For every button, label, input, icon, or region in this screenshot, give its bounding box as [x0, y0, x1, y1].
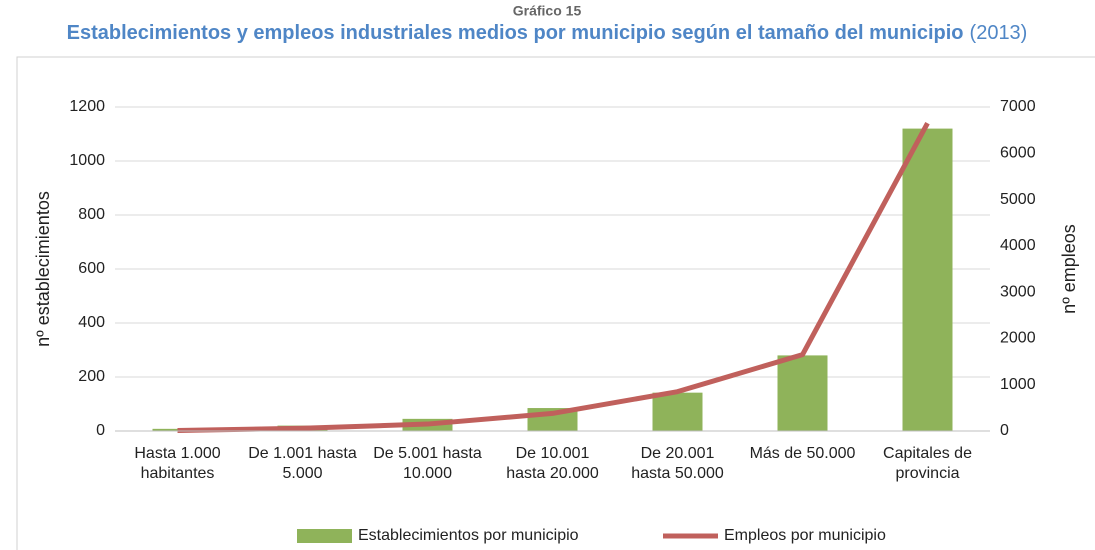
y2-tick-label: 1000 [1000, 376, 1036, 393]
legend-label: Establecimientos por municipio [358, 527, 579, 544]
y2-tick-label: 2000 [1000, 330, 1036, 347]
x-tick-label: De 10.001 hasta 20.000 [506, 445, 599, 482]
bar [902, 128, 953, 431]
x-tick-label: Más de 50.000 [749, 445, 856, 462]
y-tick-label: 1000 [69, 152, 105, 169]
y2-tick-label: 4000 [1000, 237, 1036, 254]
x-tick-label: Capitales de provincia [883, 445, 972, 482]
x-tick-label: De 1.001 hasta 5.000 [248, 445, 357, 482]
y-tick-label: 0 [96, 422, 105, 439]
bar [777, 355, 828, 431]
title-note: (2013) [970, 22, 1028, 44]
bar [652, 392, 703, 431]
y-tick-label: 400 [78, 314, 105, 331]
y2-tick-label: 5000 [1000, 191, 1036, 208]
chart-frame [16, 56, 1095, 550]
chart-title: Establecimientos y empleos industriales … [67, 22, 1028, 44]
title-main: Establecimientos y empleos industriales … [67, 22, 964, 44]
supertitle: Gráfico 15 [513, 3, 582, 19]
y-axis-label: nº establecimientos [33, 191, 53, 347]
y-tick-label: 800 [78, 206, 105, 223]
y-tick-label: 200 [78, 368, 105, 385]
y2-tick-label: 6000 [1000, 145, 1036, 162]
line [177, 122, 930, 434]
legend-label: Empleos por municipio [724, 527, 886, 544]
legend-swatch [297, 529, 352, 543]
y-tick-label: 1200 [69, 98, 105, 115]
y2-tick-label: 0 [1000, 422, 1009, 439]
y2-tick-label: 7000 [1000, 98, 1036, 115]
y2-axis-label: nº empleos [1059, 224, 1079, 314]
x-tick-label: De 20.001 hasta 50.000 [631, 445, 724, 482]
y-tick-label: 600 [78, 260, 105, 277]
x-tick-label: Hasta 1.000 habitantes [134, 445, 221, 482]
x-tick-label: De 5.001 hasta 10.000 [373, 445, 482, 482]
y2-tick-label: 3000 [1000, 283, 1036, 300]
